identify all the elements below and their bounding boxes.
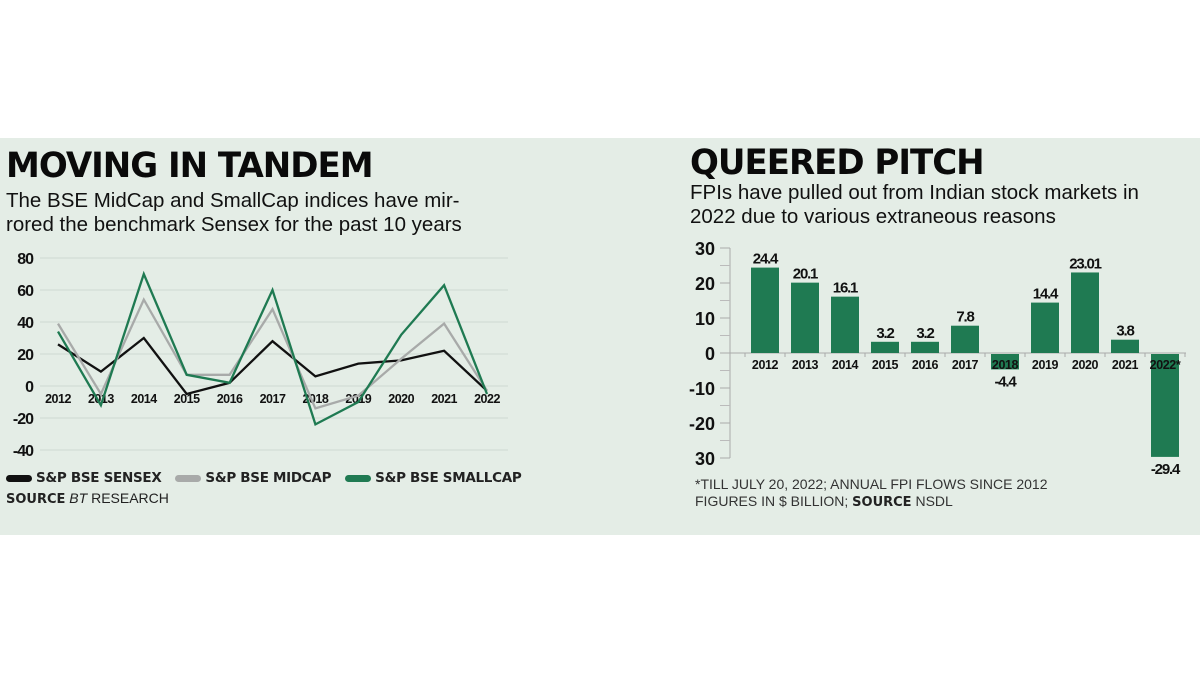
infographic-panel xyxy=(0,138,1200,535)
y-tick-label: 30 xyxy=(695,240,715,259)
source-label: SOURCE xyxy=(6,492,66,507)
x-tick-label: 2015 xyxy=(174,392,200,406)
bar-2014 xyxy=(831,296,859,353)
footnote-prefix: FIGURES IN $ BILLION; xyxy=(695,493,853,509)
bar-2020 xyxy=(1071,272,1099,353)
bar-2017 xyxy=(951,325,979,353)
bar-chart-title: QUEERED PITCH xyxy=(690,142,985,184)
line-chart-title: MOVING IN TANDEM xyxy=(6,145,374,187)
y-tick-label: -20 xyxy=(13,411,34,428)
category-label: 2012 xyxy=(752,358,779,372)
category-label: 2016 xyxy=(912,358,939,372)
bar-2021 xyxy=(1111,339,1139,353)
y-tick-label: 20 xyxy=(695,274,715,294)
value-label: 24.4 xyxy=(753,251,779,268)
y-tick-label: 30 xyxy=(695,449,715,469)
category-label: 2021 xyxy=(1112,358,1139,372)
x-tick-label: 2017 xyxy=(260,392,286,406)
legend-item-smallcap: S&P BSE SMALLCAP xyxy=(345,470,522,486)
footnote-line-2: FIGURES IN $ BILLION; SOURCE NSDL xyxy=(695,493,1048,511)
legend-swatch-midcap xyxy=(175,474,202,482)
value-label: 3.2 xyxy=(876,325,894,342)
line-chart-source: SOURCE BT RESEARCH xyxy=(6,490,169,507)
x-tick-label: 2019 xyxy=(345,392,371,406)
footnote-source-value: NSDL xyxy=(911,493,953,509)
category-label: 2019 xyxy=(1032,358,1059,372)
value-label: 7.8 xyxy=(956,309,974,326)
x-tick-label: 2014 xyxy=(131,392,157,406)
value-label: 3.8 xyxy=(1116,323,1134,340)
value-label: -29.4 xyxy=(1151,461,1181,478)
bar-2022 xyxy=(1151,354,1179,457)
category-label: 2013 xyxy=(792,358,819,372)
legend-label-smallcap: S&P BSE SMALLCAP xyxy=(375,470,522,486)
legend-item-midcap: S&P BSE MIDCAP xyxy=(175,470,331,486)
category-label: 2018 xyxy=(992,358,1019,372)
legend-label-sensex: S&P BSE SENSEX xyxy=(36,470,162,486)
y-tick-label: 0 xyxy=(25,379,34,396)
y-tick-label: 10 xyxy=(695,309,715,329)
legend-item-sensex: S&P BSE SENSEX xyxy=(6,470,162,486)
value-label: 14.4 xyxy=(1033,286,1059,303)
category-label: 2017 xyxy=(952,358,979,372)
bar-chart-subtitle-2: 2022 due to various extraneous reasons xyxy=(690,205,1056,228)
y-tick-label: -40 xyxy=(13,443,34,460)
source-value-italic: BT xyxy=(69,490,88,506)
legend-label-midcap: S&P BSE MIDCAP xyxy=(205,470,332,486)
legend-swatch-sensex xyxy=(6,474,32,482)
line-chart-subtitle-1: The BSE MidCap and SmallCap indices have… xyxy=(6,189,460,212)
x-tick-label: 2012 xyxy=(45,392,71,406)
category-label: 2020 xyxy=(1072,358,1099,372)
value-label: 20.1 xyxy=(793,266,818,283)
y-tick-label: 80 xyxy=(17,251,34,268)
bar-2016 xyxy=(911,341,939,353)
footnote-source-label: SOURCE xyxy=(852,495,912,510)
line-chart-legend: S&P BSE SENSEX S&P BSE MIDCAP S&P BSE SM… xyxy=(6,470,535,486)
x-tick-label: 2020 xyxy=(388,392,414,406)
category-label: 2022* xyxy=(1150,358,1181,372)
y-tick-label: 60 xyxy=(17,283,34,300)
legend-swatch-smallcap xyxy=(345,474,372,482)
x-tick-label: 2022 xyxy=(474,392,500,406)
value-label: 16.1 xyxy=(833,280,858,297)
bar-2013 xyxy=(791,282,819,353)
line-chart-subtitle-2: rored the benchmark Sensex for the past … xyxy=(6,213,462,236)
footnote-line-1: *TILL JULY 20, 2022; ANNUAL FPI FLOWS SI… xyxy=(695,476,1048,492)
y-tick-label: -10 xyxy=(689,379,715,399)
x-tick-label: 2016 xyxy=(217,392,243,406)
y-tick-label: -20 xyxy=(689,414,715,434)
bar-chart-footnote: *TILL JULY 20, 2022; ANNUAL FPI FLOWS SI… xyxy=(695,476,1048,511)
x-tick-label: 2021 xyxy=(431,392,457,406)
bar-2012 xyxy=(751,267,779,353)
category-label: 2014 xyxy=(832,358,859,372)
bar-chart: 30 20 10 0 -10 -20 30 24.4 2012 20.1 2013 16.1 2014… xyxy=(689,240,1186,478)
value-label: 3.2 xyxy=(916,325,934,342)
y-tick-label: 20 xyxy=(17,347,34,364)
bar-chart-subtitle-1: FPIs have pulled out from Indian stock m… xyxy=(690,181,1139,204)
value-label: 23.01 xyxy=(1069,255,1101,272)
y-tick-label: 40 xyxy=(17,315,34,332)
bar-2018 xyxy=(991,354,1019,370)
bar-2019 xyxy=(1031,302,1059,353)
bar-2015 xyxy=(871,341,899,353)
category-label: 2015 xyxy=(872,358,899,372)
y-tick-label: 0 xyxy=(705,344,715,364)
value-label: -4.4 xyxy=(994,373,1017,390)
source-value: RESEARCH xyxy=(87,490,169,506)
